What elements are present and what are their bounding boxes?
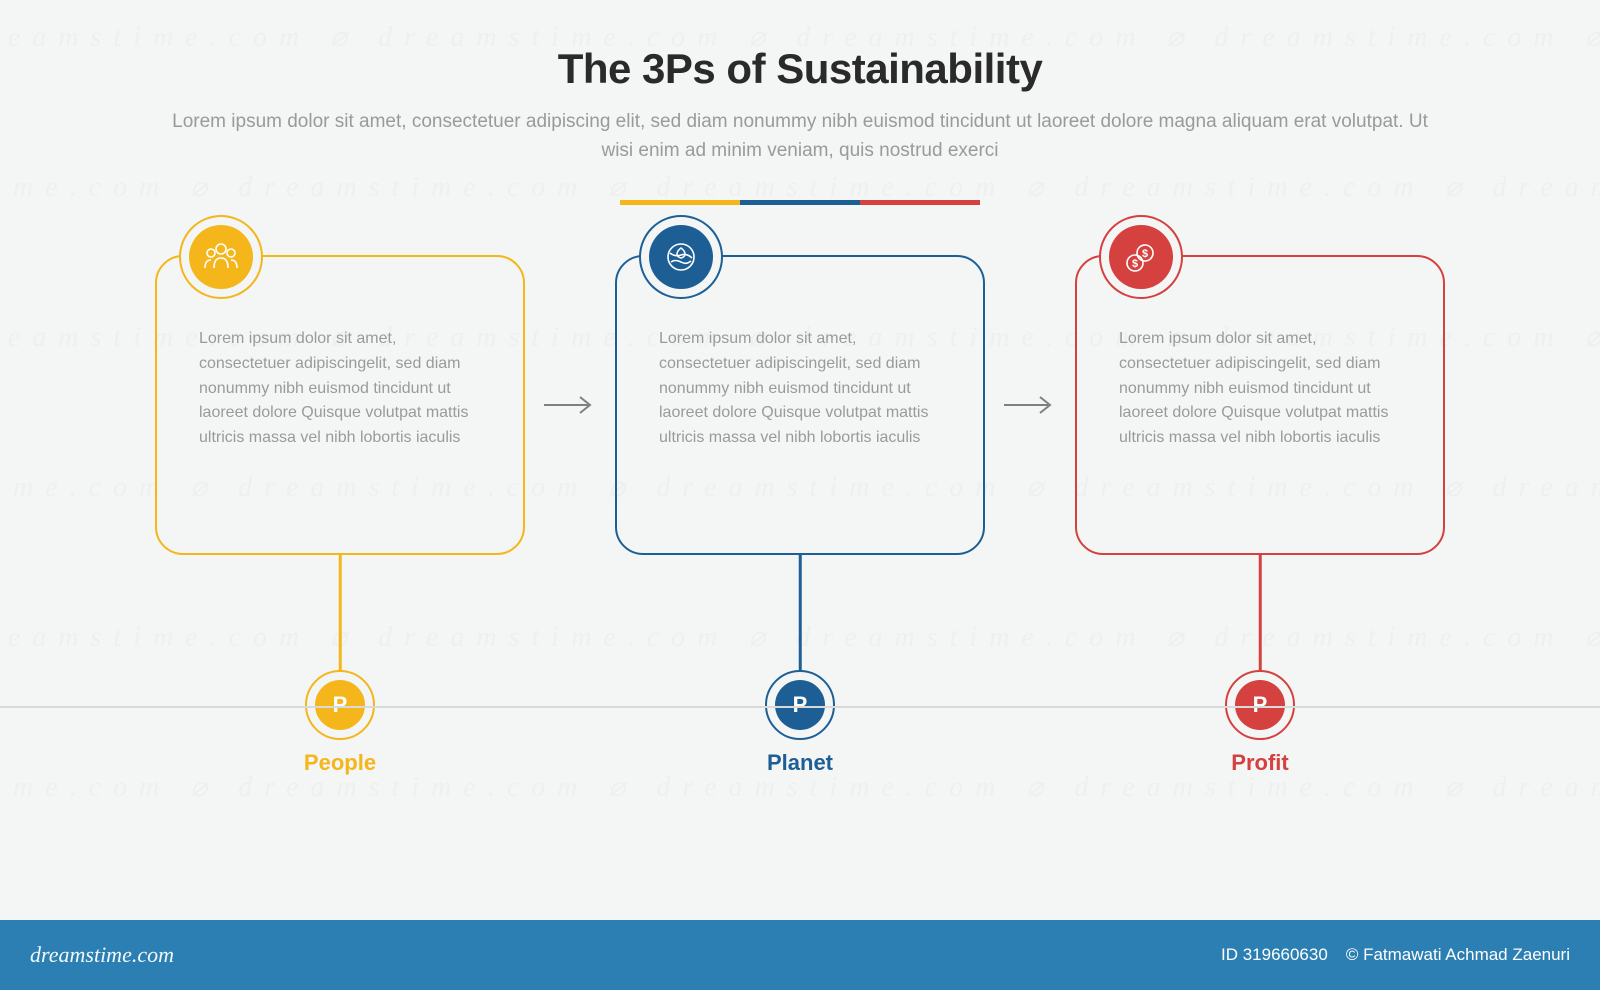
arrow-right-icon bbox=[542, 393, 598, 417]
p-circle: P bbox=[765, 670, 835, 740]
tri-bar-segment bbox=[740, 200, 860, 205]
baseline bbox=[0, 706, 1600, 708]
p-letter: P bbox=[1235, 680, 1285, 730]
connector-stem bbox=[339, 555, 342, 675]
card-box: Lorem ipsum dolor sit amet, consectetuer… bbox=[615, 255, 985, 555]
footer-meta: ID 319660630 © Fatmawati Achmad Zaenuri bbox=[1221, 945, 1570, 965]
infographic-canvas: dreamstime.com ⌀ dreamstime.com ⌀ dreams… bbox=[0, 0, 1600, 990]
tri-bar-segment bbox=[860, 200, 980, 205]
card-body-text: Lorem ipsum dolor sit amet, consectetuer… bbox=[199, 327, 481, 451]
footer-brand: dreamstime.com bbox=[30, 942, 174, 968]
p-letter: P bbox=[775, 680, 825, 730]
p-letter: P bbox=[315, 680, 365, 730]
arrow-connector bbox=[525, 255, 615, 555]
card-box: Lorem ipsum dolor sit amet, consectetuer… bbox=[1075, 255, 1445, 555]
profit-icon bbox=[1109, 225, 1173, 289]
planet-icon bbox=[649, 225, 713, 289]
profit-icon-circle bbox=[1099, 215, 1183, 299]
p-label: Profit bbox=[1231, 750, 1288, 776]
people-icon-circle bbox=[179, 215, 263, 299]
card-planet: Lorem ipsum dolor sit amet, consectetuer… bbox=[615, 255, 985, 555]
p-label: Planet bbox=[767, 750, 833, 776]
planet-icon-circle bbox=[639, 215, 723, 299]
arrow-right-icon bbox=[1002, 393, 1058, 417]
arrow-connector bbox=[985, 255, 1075, 555]
card-body-text: Lorem ipsum dolor sit amet, consectetuer… bbox=[659, 327, 941, 451]
card-body-text: Lorem ipsum dolor sit amet, consectetuer… bbox=[1119, 327, 1401, 451]
p-circle: P bbox=[1225, 670, 1295, 740]
page-title: The 3Ps of Sustainability bbox=[0, 45, 1600, 93]
footer-id: ID 319660630 bbox=[1221, 945, 1328, 965]
footer-bar: dreamstime.com ID 319660630 © Fatmawati … bbox=[0, 920, 1600, 990]
card-profit: Lorem ipsum dolor sit amet, consectetuer… bbox=[1075, 255, 1445, 555]
watermark-row: dreamstime.com ⌀ dreamstime.com ⌀ dreams… bbox=[0, 170, 1600, 204]
header: The 3Ps of Sustainability Lorem ipsum do… bbox=[0, 45, 1600, 166]
page-subtitle: Lorem ipsum dolor sit amet, consectetuer… bbox=[170, 107, 1430, 166]
p-circle: P bbox=[305, 670, 375, 740]
cards-row: Lorem ipsum dolor sit amet, consectetuer… bbox=[0, 255, 1600, 555]
tri-bar-segment bbox=[620, 200, 740, 205]
p-label: People bbox=[304, 750, 376, 776]
connector-stem bbox=[799, 555, 802, 675]
tri-color-bar bbox=[620, 200, 980, 205]
footer-author: © Fatmawati Achmad Zaenuri bbox=[1346, 945, 1570, 965]
connector-stem bbox=[1259, 555, 1262, 675]
card-box: Lorem ipsum dolor sit amet, consectetuer… bbox=[155, 255, 525, 555]
card-people: Lorem ipsum dolor sit amet, consectetuer… bbox=[155, 255, 525, 555]
people-icon bbox=[189, 225, 253, 289]
